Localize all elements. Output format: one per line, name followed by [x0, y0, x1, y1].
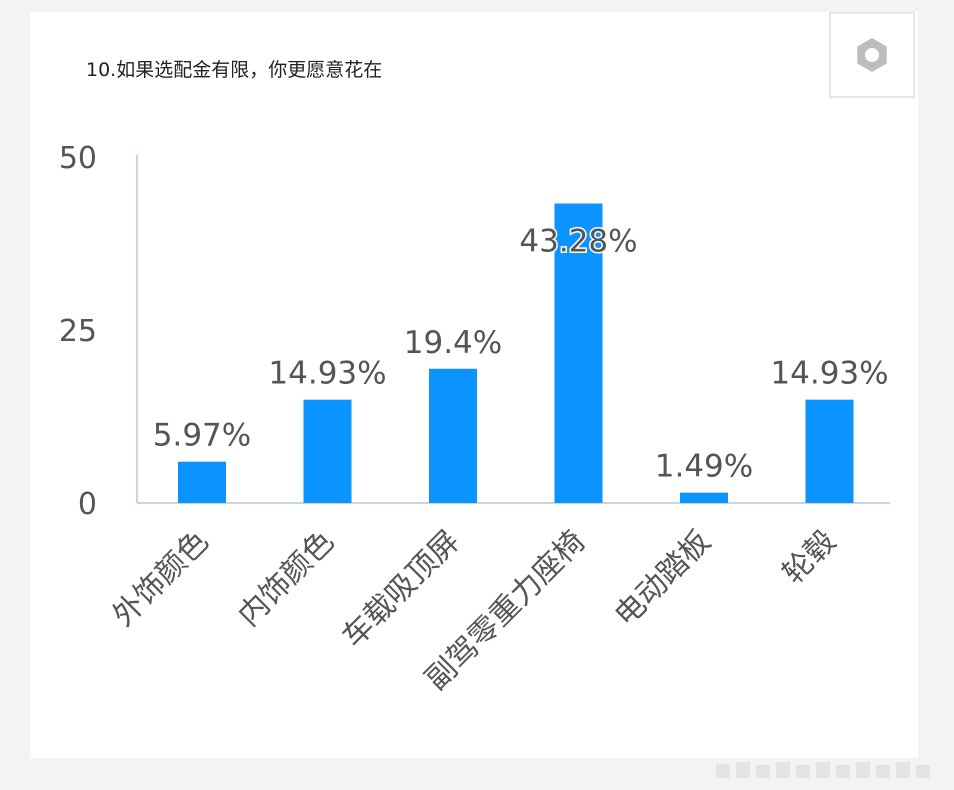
x-category-label: 电动踏板 — [608, 524, 718, 634]
y-tick-label: 0 — [78, 487, 97, 522]
data-label: 14.93% — [770, 356, 888, 392]
bar — [554, 203, 603, 504]
bar — [429, 368, 477, 503]
bar — [805, 399, 854, 503]
chart-title: 10.如果选配金有限，你更愿意花在 — [86, 59, 383, 81]
bar — [303, 399, 352, 503]
y-tick-label: 50 — [59, 141, 97, 176]
gear-icon — [857, 38, 887, 72]
x-category-label: 外饰颜色 — [106, 524, 216, 634]
data-label: 1.49% — [655, 449, 753, 485]
x-category-label: 轮毂 — [776, 524, 843, 591]
watermark-bars — [716, 762, 930, 778]
bar — [680, 492, 728, 503]
data-label: 14.93% — [268, 356, 386, 392]
y-tick-label: 25 — [59, 314, 97, 349]
settings-button[interactable] — [829, 12, 915, 98]
bar — [178, 461, 226, 503]
data-label: 19.4% — [404, 325, 502, 361]
x-category-label: 车载吸顶屏 — [336, 524, 467, 655]
data-label: 5.97% — [153, 418, 251, 454]
data-label: 43.28% — [519, 224, 637, 260]
x-category-label: 内饰颜色 — [232, 524, 342, 634]
